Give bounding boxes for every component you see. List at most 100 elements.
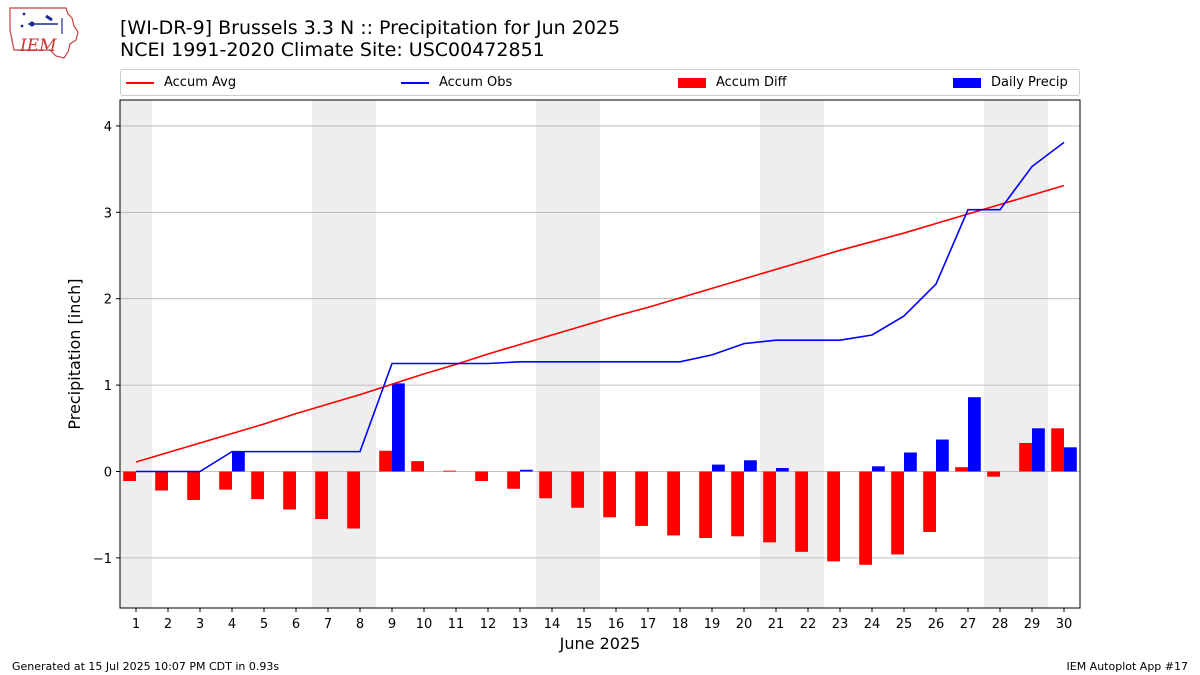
daily-precip-bar xyxy=(232,451,245,472)
daily-precip-bar xyxy=(392,383,405,472)
legend-swatch-accum-obs xyxy=(401,81,429,84)
xtick-label: 15 xyxy=(576,617,593,632)
weekend-shade-2 xyxy=(312,100,376,608)
accum-diff-bar xyxy=(283,471,296,510)
accum-diff-bar xyxy=(603,471,616,518)
daily-precip-bar xyxy=(904,452,917,472)
chart-subtitle: NCEI 1991-2020 Climate Site: USC00472851 xyxy=(120,39,545,61)
xtick-label: 2 xyxy=(164,617,172,632)
xtick-label: 28 xyxy=(992,617,1009,632)
ytick-label: 4 xyxy=(104,120,112,135)
accum-diff-bar xyxy=(123,471,136,481)
iem-logo: IEM xyxy=(6,4,82,64)
legend-swatch-accum-diff xyxy=(678,77,706,88)
xtick-label: 21 xyxy=(768,617,785,632)
legend-item-accum-obs: Accum Obs xyxy=(401,70,512,95)
accum-diff-bar xyxy=(795,471,808,552)
legend-label-accum-obs: Accum Obs xyxy=(439,75,513,90)
accum-diff-bar xyxy=(507,471,520,489)
legend-item-accum-avg: Accum Avg xyxy=(126,70,236,95)
accum-diff-bar xyxy=(251,471,264,500)
accum-diff-bar xyxy=(859,471,872,565)
ytick-label: −1 xyxy=(93,552,112,567)
xtick-label: 25 xyxy=(896,617,913,632)
accum-diff-bar xyxy=(411,461,424,472)
accum-diff-bar xyxy=(443,470,456,472)
daily-precip-bar xyxy=(776,468,789,472)
generated-timestamp: Generated at 15 Jul 2025 10:07 PM CDT in… xyxy=(12,660,280,673)
xtick-label: 27 xyxy=(960,617,977,632)
accum-diff-bar xyxy=(923,471,936,532)
xtick-label: 5 xyxy=(260,617,268,632)
xtick-label: 24 xyxy=(864,617,881,632)
accum-avg-line xyxy=(135,184,1065,463)
legend-label-daily-precip: Daily Precip xyxy=(991,75,1068,90)
daily-precip-bar xyxy=(712,464,725,472)
accum-diff-bar xyxy=(827,471,840,562)
legend-label-accum-avg: Accum Avg xyxy=(164,75,237,90)
ytick-label: 2 xyxy=(104,293,112,308)
daily-precip-bar xyxy=(936,439,949,472)
chart-legend: Accum Avg Accum Obs Accum Diff Daily Pre… xyxy=(120,69,1080,96)
daily-precip-bar xyxy=(1032,428,1045,472)
legend-item-accum-diff: Accum Diff xyxy=(678,70,787,95)
ytick-label: 0 xyxy=(104,465,112,480)
xtick-label: 9 xyxy=(388,617,396,632)
accum-diff-bar xyxy=(667,471,680,536)
daily-precip-bar xyxy=(872,466,885,472)
daily-precip-bar xyxy=(520,469,533,472)
accum-diff-bar xyxy=(379,450,392,472)
xtick-label: 20 xyxy=(736,617,753,632)
xtick-label: 23 xyxy=(832,617,849,632)
accum-diff-bar xyxy=(1051,428,1064,472)
legend-swatch-daily-precip xyxy=(953,77,981,88)
xtick-label: 19 xyxy=(704,617,721,632)
xtick-label: 29 xyxy=(1024,617,1041,632)
xtick-label: 14 xyxy=(544,617,561,632)
plot-frame xyxy=(119,99,1081,609)
accum-diff-bar xyxy=(955,467,968,472)
xtick-label: 26 xyxy=(928,617,945,632)
xtick-label: 1 xyxy=(132,617,140,632)
xtick-label: 4 xyxy=(228,617,236,632)
accum-diff-bar xyxy=(571,471,584,508)
xtick-label: 22 xyxy=(800,617,817,632)
legend-label-accum-diff: Accum Diff xyxy=(716,75,787,90)
weekend-shade-5 xyxy=(984,100,1048,608)
xtick-label: 6 xyxy=(292,617,300,632)
legend-item-daily-precip: Daily Precip xyxy=(953,70,1068,95)
accum-diff-bar xyxy=(987,471,1000,477)
autoplot-app-label: IEM Autoplot App #17 xyxy=(1066,660,1189,673)
daily-precip-bar xyxy=(1064,447,1077,472)
xtick-label: 16 xyxy=(608,617,625,632)
ytick-label: 1 xyxy=(104,379,112,394)
accum-diff-bar xyxy=(187,471,200,501)
accum-diff-bar xyxy=(539,471,552,499)
accum-diff-bar xyxy=(315,471,328,520)
xtick-label: 7 xyxy=(324,617,332,632)
accum-diff-bar xyxy=(219,471,232,490)
xtick-label: 10 xyxy=(416,617,433,632)
accum-diff-bar xyxy=(731,471,744,537)
xtick-label: 3 xyxy=(196,617,204,632)
xtick-label: 8 xyxy=(356,617,364,632)
chart-title: [WI-DR-9] Brussels 3.3 N :: Precipitatio… xyxy=(120,17,621,39)
xtick-label: 11 xyxy=(448,617,465,632)
daily-precip-bar xyxy=(744,460,757,472)
accum-diff-bar xyxy=(699,471,712,539)
accum-obs-line xyxy=(136,141,1065,473)
accum-diff-bar xyxy=(475,471,488,481)
xtick-label: 17 xyxy=(640,617,657,632)
y-axis-label: Precipitation [inch] xyxy=(65,278,84,429)
accum-diff-bar xyxy=(155,471,168,491)
accum-diff-bar xyxy=(347,471,360,529)
logo-text: IEM xyxy=(19,36,57,56)
x-axis-label: June 2025 xyxy=(559,634,641,653)
xtick-label: 18 xyxy=(672,617,689,632)
weekend-shade-3 xyxy=(536,100,600,608)
daily-precip-bar xyxy=(968,397,981,472)
accum-diff-bar xyxy=(1019,442,1032,472)
legend-swatch-accum-avg xyxy=(126,81,154,84)
weekend-shade-1 xyxy=(120,100,152,608)
